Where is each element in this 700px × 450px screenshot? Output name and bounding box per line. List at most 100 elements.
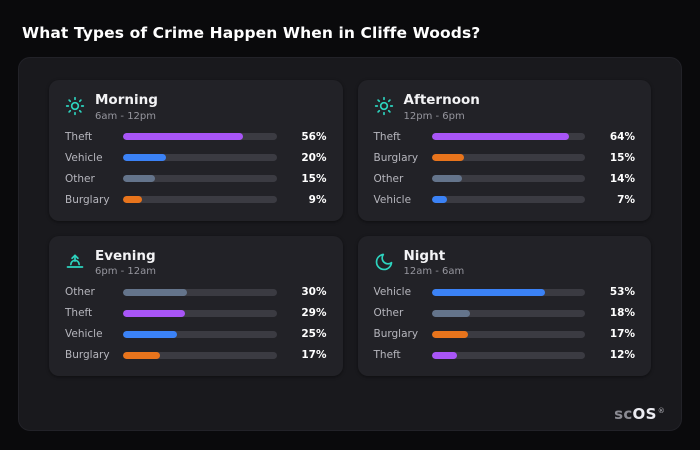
bar-fill: [431, 154, 464, 162]
bar-track: [431, 288, 585, 296]
bar-track: [431, 196, 585, 204]
panel-rows: Vehicle 53% Other 18% Burglary 17% Theft…: [374, 286, 636, 361]
bar-track: [123, 309, 277, 317]
bar-row: Other 18%: [374, 307, 636, 319]
bar-track: [431, 154, 585, 162]
panel-title: Night: [403, 247, 446, 264]
panel-rows: Theft 64% Burglary 15% Other 14% Vehicle…: [374, 131, 636, 206]
panel-heading: Night 12am - 6am: [403, 247, 465, 278]
bar-row: Vehicle 7%: [374, 194, 636, 206]
sun-icon: [374, 96, 393, 116]
panel-title: Morning: [95, 92, 158, 108]
bar-fill: [431, 330, 469, 338]
panel-header: Afternoon 12pm - 6pm: [374, 92, 636, 122]
bar-track: [123, 196, 277, 204]
bar-track: [431, 133, 585, 141]
panel-heading: Evening 6pm - 12am: [95, 247, 157, 278]
row-label: Burglary: [373, 328, 419, 341]
row-value: 15%: [301, 172, 327, 185]
row-value: 14%: [609, 172, 635, 185]
brand-logo: scOS®: [614, 405, 665, 423]
bar-track: [123, 330, 277, 338]
bar-row: Other 15%: [65, 173, 327, 185]
bar-track: [123, 133, 277, 141]
sunset-icon: [66, 254, 84, 268]
panel-heading: Morning 6am - 12pm: [95, 92, 158, 122]
bar-fill: [431, 288, 546, 296]
row-value: 17%: [301, 349, 327, 362]
panel-subtitle: 6am - 12pm: [95, 110, 157, 122]
sun-icon: [65, 96, 85, 116]
row-value: 56%: [301, 130, 327, 143]
row-value: 18%: [609, 307, 635, 320]
bar-track: [431, 330, 585, 338]
bar-fill: [123, 196, 143, 204]
row-label: Burglary: [373, 151, 419, 164]
bar-track: [431, 175, 585, 183]
bar-row: Vehicle 53%: [374, 286, 636, 298]
row-label: Vehicle: [373, 286, 412, 299]
moon-icon: [375, 253, 392, 270]
row-value: 15%: [609, 151, 635, 164]
bar-fill: [431, 196, 447, 204]
bar-row: Vehicle 20%: [65, 152, 327, 164]
time-panel: Night 12am - 6am Vehicle 53% Other 18% B…: [357, 235, 651, 377]
panel-header: Evening 6pm - 12am: [65, 247, 327, 278]
row-label: Vehicle: [65, 328, 103, 341]
bar-track: [123, 154, 277, 162]
panel-header: Night 12am - 6am: [374, 247, 636, 278]
panel-subtitle: 6pm - 12am: [95, 266, 157, 278]
panel-rows: Theft 56% Vehicle 20% Other 15% Burglary…: [65, 131, 327, 206]
dashboard-panel: Morning 6am - 12pm Theft 56% Vehicle 20%…: [18, 57, 682, 431]
bar-row: Burglary 17%: [374, 328, 636, 340]
bar-fill: [431, 175, 462, 183]
row-value: 29%: [301, 307, 327, 320]
panel-subtitle: 12pm - 6pm: [403, 110, 465, 122]
row-value: 17%: [609, 328, 635, 341]
panel-header: Morning 6am - 12pm: [65, 92, 327, 122]
bar-fill: [431, 133, 570, 141]
row-value: 53%: [609, 286, 635, 299]
bar-track: [123, 288, 277, 296]
row-label: Theft: [65, 307, 93, 320]
row-label: Burglary: [65, 193, 110, 206]
time-panel: Morning 6am - 12pm Theft 56% Vehicle 20%…: [49, 80, 343, 221]
row-label: Vehicle: [373, 193, 412, 206]
bar-row: Theft 29%: [65, 307, 327, 319]
bar-fill: [123, 309, 186, 317]
page-title: What Types of Crime Happen When in Cliff…: [22, 24, 481, 42]
row-label: Burglary: [65, 349, 110, 362]
row-value: 30%: [301, 286, 327, 299]
row-label: Vehicle: [65, 151, 103, 164]
row-value: 20%: [301, 151, 327, 164]
row-label: Other: [65, 172, 95, 185]
bar-track: [431, 351, 585, 359]
panel-rows: Other 30% Theft 29% Vehicle 25% Burglary…: [65, 286, 327, 361]
time-panel: Evening 6pm - 12am Other 30% Theft 29% V…: [49, 235, 343, 377]
row-label: Other: [65, 286, 95, 299]
panel-title: Evening: [95, 247, 156, 264]
bar-row: Other 14%: [374, 173, 636, 185]
bar-row: Theft 12%: [374, 349, 636, 361]
bar-track: [123, 351, 277, 359]
bar-fill: [123, 154, 166, 162]
bar-fill: [123, 175, 156, 183]
bar-row: Burglary 17%: [65, 349, 327, 361]
bar-fill: [123, 288, 188, 296]
bar-row: Theft 56%: [65, 131, 327, 143]
panel-grid: Morning 6am - 12pm Theft 56% Vehicle 20%…: [49, 80, 651, 377]
bar-row: Burglary 15%: [374, 152, 636, 164]
bar-row: Other 30%: [65, 286, 327, 298]
row-label: Theft: [373, 130, 401, 143]
row-value: 25%: [301, 328, 327, 341]
bar-fill: [123, 330, 177, 338]
row-value: 9%: [308, 193, 327, 206]
bar-fill: [123, 133, 244, 141]
brand-suffix: OS: [632, 405, 657, 423]
bar-track: [123, 175, 277, 183]
row-value: 7%: [617, 193, 635, 206]
brand-trademark: ®: [657, 407, 665, 415]
panel-subtitle: 12am - 6am: [403, 266, 465, 278]
panel-heading: Afternoon 12pm - 6pm: [403, 92, 480, 122]
brand-prefix: sc: [614, 405, 633, 423]
